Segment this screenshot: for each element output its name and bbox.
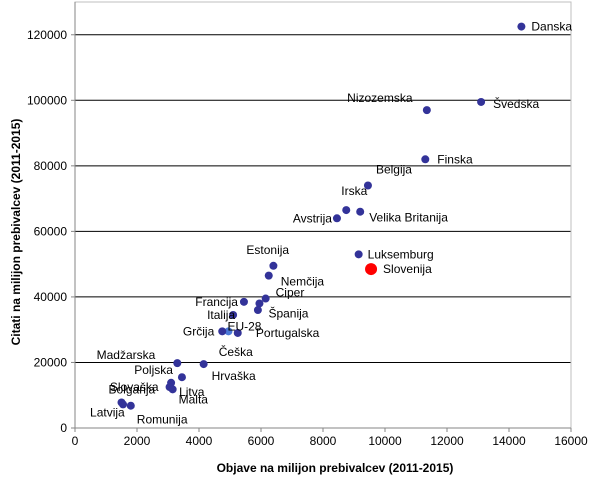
point-label: Irska bbox=[341, 184, 367, 198]
x-axis-title: Objave na milijon prebivalcev (2011-2015… bbox=[217, 461, 454, 475]
point-label: Ciper bbox=[276, 286, 305, 300]
data-point bbox=[269, 261, 278, 270]
point-label: Avstrija bbox=[293, 211, 332, 225]
data-point bbox=[229, 310, 238, 319]
x-tick-label: 4000 bbox=[186, 434, 213, 448]
point-label: Estonija bbox=[246, 243, 289, 257]
point-label: Belgija bbox=[376, 163, 412, 177]
data-point bbox=[239, 297, 248, 306]
data-point bbox=[477, 97, 486, 106]
data-point bbox=[218, 327, 227, 336]
x-tick-label: 6000 bbox=[248, 434, 275, 448]
data-point bbox=[332, 214, 341, 223]
point-label: Madžarska bbox=[97, 348, 156, 362]
point-label: Nizozemska bbox=[347, 91, 413, 105]
point-label: Nemčija bbox=[281, 275, 325, 289]
data-point bbox=[177, 373, 186, 382]
point-label: Češka bbox=[219, 344, 253, 359]
data-point bbox=[342, 206, 351, 215]
point-label: Slovenija bbox=[383, 262, 432, 276]
point-label: Grčija bbox=[183, 324, 215, 338]
y-tick-label: 40000 bbox=[34, 290, 68, 304]
point-label: Romunija bbox=[137, 413, 188, 427]
data-point bbox=[264, 271, 273, 280]
point-label: Bolgarija bbox=[109, 382, 156, 396]
data-points bbox=[117, 22, 526, 410]
data-point bbox=[233, 328, 242, 337]
y-tick-label: 0 bbox=[60, 421, 67, 435]
data-point bbox=[365, 263, 378, 276]
point-label: Latvija bbox=[90, 405, 125, 419]
point-label: Portugalska bbox=[256, 326, 320, 340]
x-tick-label: 16000 bbox=[554, 434, 588, 448]
point-label: Španija bbox=[268, 305, 308, 320]
point-label: Malta bbox=[179, 392, 209, 406]
point-labels: Danska Švedska Nizozemska Finska Belgija Irsk… bbox=[90, 20, 572, 427]
y-axis-ticks: 0 20000 40000 60000 80000 100000 120000 bbox=[27, 28, 75, 435]
y-tick-label: 20000 bbox=[34, 355, 68, 369]
gridlines bbox=[75, 34, 571, 363]
x-tick-label: 8000 bbox=[310, 434, 337, 448]
x-tick-label: 14000 bbox=[492, 434, 526, 448]
point-label: Luksemburg bbox=[368, 247, 434, 261]
y-axis-title: Citati na milijon prebivalcev (2011-2015… bbox=[9, 119, 23, 346]
data-point bbox=[356, 207, 365, 216]
point-label: Litva bbox=[179, 385, 205, 399]
point-label: Švedska bbox=[493, 96, 539, 111]
data-point bbox=[199, 360, 208, 369]
y-tick-label: 80000 bbox=[34, 159, 68, 173]
y-tick-label: 100000 bbox=[27, 93, 67, 107]
data-point bbox=[255, 299, 264, 308]
point-label: Finska bbox=[437, 152, 473, 166]
point-label: Poljska bbox=[134, 363, 173, 377]
point-label: Hrvaška bbox=[212, 369, 256, 383]
x-tick-label: 10000 bbox=[368, 434, 402, 448]
point-label: Velika Britanija bbox=[369, 211, 448, 225]
data-point bbox=[168, 385, 177, 394]
point-label: Danska bbox=[531, 20, 572, 34]
data-point bbox=[354, 250, 363, 259]
data-point bbox=[119, 400, 128, 409]
data-point bbox=[224, 327, 233, 336]
point-label: Slovaška bbox=[110, 380, 159, 394]
data-point bbox=[421, 155, 430, 164]
data-point bbox=[173, 359, 182, 368]
data-point bbox=[517, 22, 526, 31]
data-point bbox=[126, 401, 135, 410]
data-point bbox=[261, 294, 270, 303]
point-label: EU-28 bbox=[227, 319, 261, 333]
x-tick-label: 12000 bbox=[430, 434, 464, 448]
x-axis-ticks: 0 2000 4000 6000 8000 10000 12000 14000 16000 bbox=[72, 428, 588, 448]
y-tick-label: 60000 bbox=[34, 224, 68, 238]
x-tick-label: 2000 bbox=[124, 434, 151, 448]
x-tick-label: 0 bbox=[72, 434, 79, 448]
y-tick-label: 120000 bbox=[27, 28, 67, 42]
point-label: Francija bbox=[195, 295, 238, 309]
data-point bbox=[422, 106, 431, 115]
data-point bbox=[253, 306, 262, 315]
data-point bbox=[363, 181, 372, 190]
point-label: Italija bbox=[207, 308, 235, 322]
